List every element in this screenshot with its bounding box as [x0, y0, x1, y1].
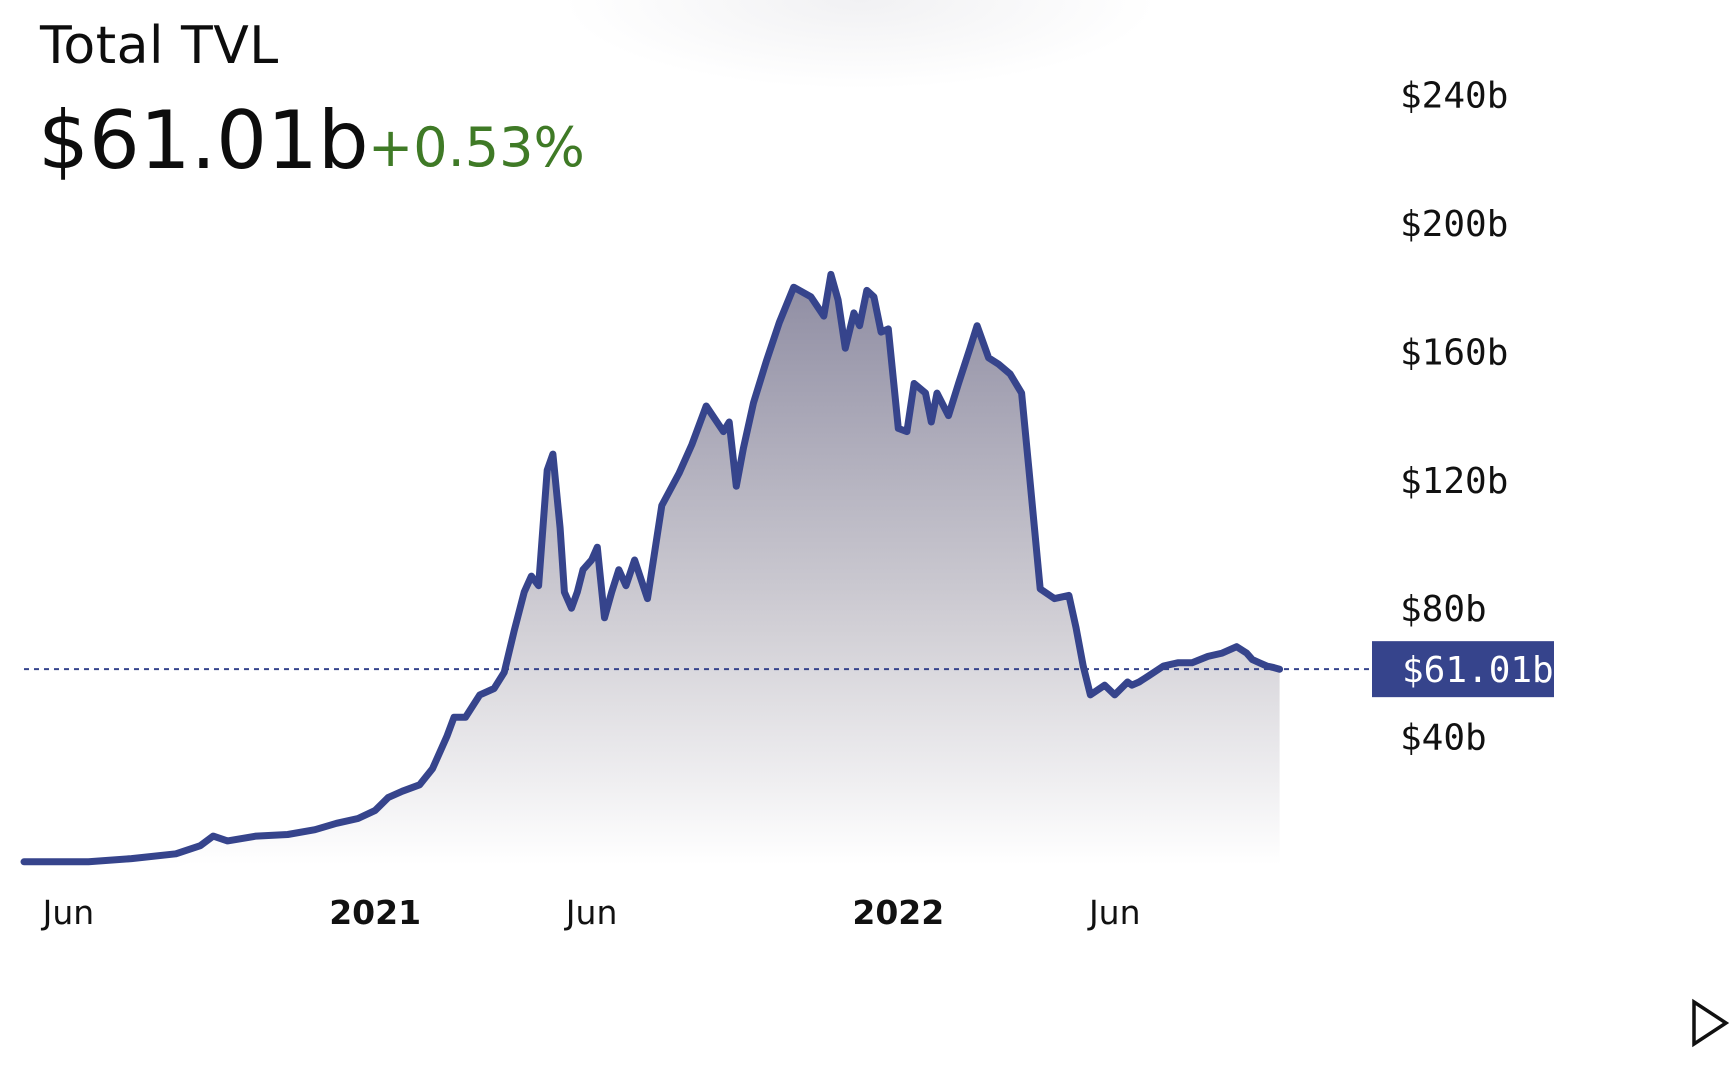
top-fade-decoration: [560, 0, 1160, 90]
y-axis: $40b $80b $120b $160b $200b $240b: [1400, 76, 1508, 759]
series-line-layer: [20, 270, 1284, 866]
tvl-change-percent: +0.53%: [368, 116, 585, 179]
tvl-series-line: [20, 270, 1284, 866]
current-value-badge: [1372, 641, 1554, 698]
x-tick-label: 2021: [329, 893, 421, 932]
x-tick-label: Jun: [41, 893, 95, 932]
current-value-label: $61.01b: [1402, 650, 1554, 691]
y-tick-label: $40b: [1400, 718, 1487, 759]
y-tick-label: $120b: [1400, 461, 1508, 502]
y-tick-label: $80b: [1400, 589, 1487, 630]
tvl-area-fill: [24, 274, 1280, 865]
y-tick-label: $240b: [1400, 76, 1508, 117]
y-tick-label: $160b: [1400, 332, 1508, 373]
chart-title: Total TVL: [40, 16, 279, 76]
y-tick-label: $200b: [1400, 204, 1508, 245]
total-tvl-value: $61.01b: [38, 94, 369, 187]
x-tick-label: 2022: [852, 893, 944, 932]
area-layer: [24, 274, 1280, 865]
x-tick-label: Jun: [1087, 893, 1141, 932]
play-button[interactable]: [1690, 998, 1730, 1048]
x-tick-label: Jun: [564, 893, 618, 932]
x-axis: Jun 2021 Jun 2022 Jun: [41, 893, 1141, 932]
play-icon: [1692, 998, 1730, 1048]
current-value-layer: $61.01b: [24, 641, 1554, 698]
